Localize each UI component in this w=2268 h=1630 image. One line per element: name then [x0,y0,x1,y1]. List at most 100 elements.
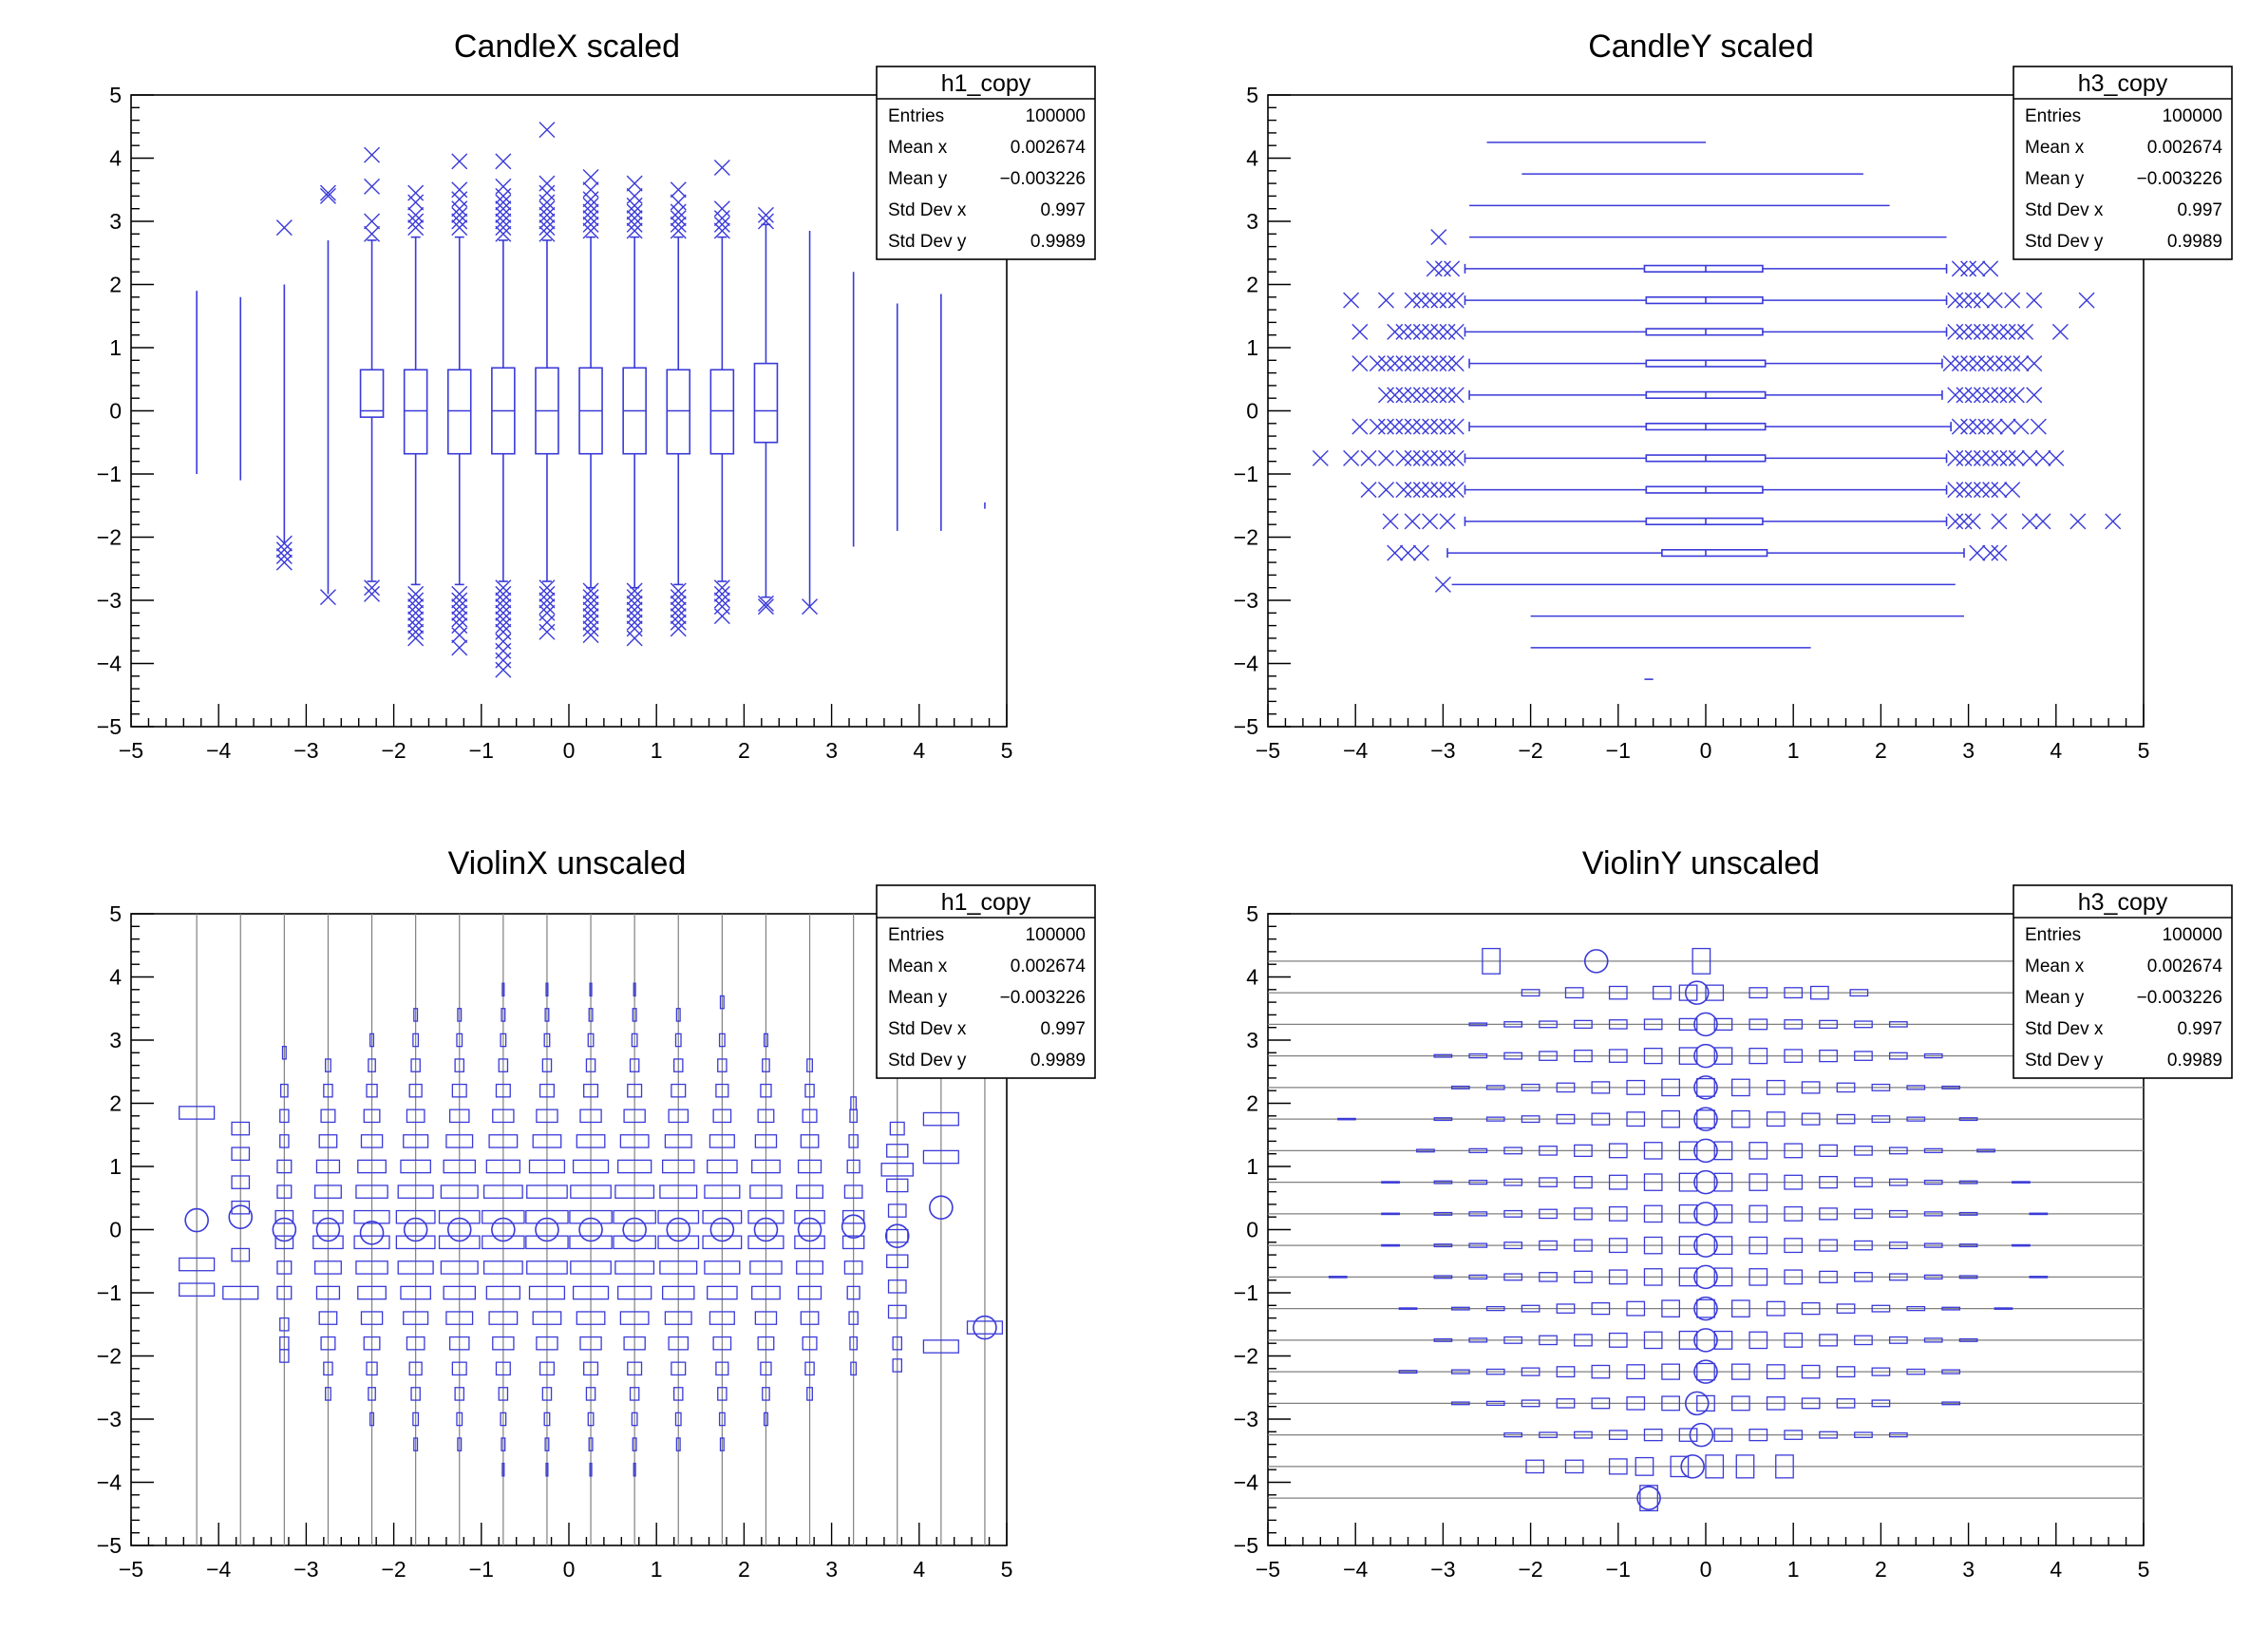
outlier-mark [1964,292,1981,309]
outlier-mark [670,595,687,612]
violin-bin [1731,1363,1750,1380]
outlier-mark [1395,449,1412,466]
stats-value: 0.997 [1040,200,1086,220]
violin-bin [886,1144,909,1158]
outlier-mark [1947,482,1964,499]
y-tick-label: 4 [1246,965,1258,990]
violin-bin [589,1462,593,1477]
violin-bin [1608,1332,1628,1348]
violin-bin [1784,1332,1804,1348]
outlier-mark [2021,513,2038,530]
outlier-mark [1439,418,1456,435]
y-tick-label: −4 [97,652,122,676]
candle [1343,292,2095,309]
violin-bin [1836,1303,1856,1314]
violin [1636,1485,1661,1512]
outlier-mark [2008,387,2025,404]
stats-label: Mean y [2025,169,2085,189]
stats-box: h1_copy Entries 100000 Mean x 0.002674 Mean y… [876,884,1096,1079]
violin-bin [616,1159,652,1174]
candle [275,219,293,571]
violin-bin [1784,1238,1804,1254]
x-tick-label: 4 [913,738,925,763]
outlier-mark [451,206,468,223]
violin-bin [485,1285,521,1300]
violin-bin [887,1279,907,1294]
violin-bin [1503,1021,1523,1028]
violin-bin [445,1134,474,1148]
x-tick-label: −3 [1430,738,1455,763]
outlier-mark [407,219,425,237]
x-tick-label: −5 [1256,1557,1280,1582]
violin-bin [500,1412,507,1427]
stats-label: Std Dev y [888,232,967,252]
violin-bin [1661,1109,1680,1128]
violin-bin [1888,1336,1908,1344]
violin-bin [1854,1431,1873,1438]
outlier-mark [1404,482,1421,499]
violin-bin [360,1311,384,1325]
outlier-mark [1395,323,1412,340]
y-tick-label: 5 [1246,901,1258,926]
outlier-mark [1444,260,1461,277]
outlier-mark [451,213,468,230]
outlier-mark [539,175,556,192]
outlier-mark [451,592,468,609]
violin-bin [482,1209,525,1224]
x-tick-label: −2 [1518,738,1542,763]
violin-bin [1836,1113,1856,1125]
outlier-mark [495,585,512,602]
outlier-mark [1960,260,1977,277]
x-tick-label: −5 [1256,738,1280,763]
violin-bin [315,1159,341,1174]
outlier-mark [1430,449,1447,466]
violin-bin [849,1336,858,1351]
violin-bin [749,1185,783,1199]
y-tick-label: 1 [1246,1154,1258,1179]
violin-bin [613,1235,656,1250]
violin-bin [664,1134,692,1148]
violin-bin [1653,985,1672,1000]
violin-bin [1503,1431,1523,1438]
outlier-mark [1400,544,1417,561]
violin-bin [525,1235,569,1250]
y-tick-label: 3 [109,209,122,234]
chart-title: CandleX scaled [454,28,680,65]
violin-bin [632,1437,637,1451]
outlier-mark [626,630,643,647]
outlier-mark [582,627,599,644]
candle-box [446,369,472,455]
violin-bin [1678,1428,1698,1442]
stats-label: Mean x [888,957,948,976]
violin [1398,1296,2013,1321]
violin-bin [922,1149,959,1165]
outlier-mark [275,219,293,237]
violin-bin [1748,1173,1768,1191]
y-tick-label: −3 [97,588,122,613]
violin-bin [1608,1205,1628,1222]
violin-bin [800,1311,820,1325]
violin-bin [1398,1370,1418,1374]
outlier-mark [1387,544,1404,561]
violin-bin [754,1311,778,1325]
outlier-mark [539,213,556,230]
violin-bin [1591,1364,1611,1379]
y-tick-label: 5 [109,901,122,926]
violin-bin [806,1058,813,1072]
violin-bin [1735,1454,1755,1479]
violin-bin [796,1260,824,1275]
violin-bin [1398,1307,1418,1310]
violin-bin [631,1033,638,1048]
violin-bin [588,1437,594,1451]
violin-bin [482,1260,523,1275]
violin-bin [1784,1269,1804,1285]
violin-bin [315,1285,341,1300]
violin-bin [627,1083,643,1098]
stats-value: 0.002674 [2147,957,2223,976]
outlier-mark [1412,418,1429,435]
panel-violinx: ViolinX unscaled −5 −4 −3 −2 −1 0 1 2 3 4 5−5−4−3−… [97,845,1096,1582]
violin-bin [850,1096,858,1110]
violin-mean-marker [491,1217,516,1242]
outlier-mark [1351,323,1369,340]
violin-bin [797,1159,822,1174]
